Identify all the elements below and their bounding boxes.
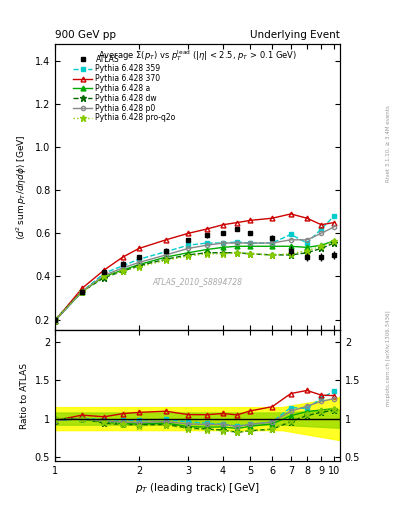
Text: Average $\Sigma(p_T)$ vs $p_T^{\rm lead}$ ($|\eta|$ < 2.5, $p_T$ > 0.1 GeV): Average $\Sigma(p_T)$ vs $p_T^{\rm lead}…: [98, 48, 297, 63]
Y-axis label: Ratio to ATLAS: Ratio to ATLAS: [20, 362, 29, 429]
Text: Underlying Event: Underlying Event: [250, 30, 340, 40]
Legend: ATLAS, Pythia 6.428 359, Pythia 6.428 370, Pythia 6.428 a, Pythia 6.428 dw, Pyth: ATLAS, Pythia 6.428 359, Pythia 6.428 37…: [70, 52, 179, 125]
Text: Rivet 3.1.10, ≥ 3.4M events: Rivet 3.1.10, ≥ 3.4M events: [386, 105, 391, 182]
X-axis label: $p_T$ (leading track) [GeV]: $p_T$ (leading track) [GeV]: [135, 481, 260, 495]
Text: 900 GeV pp: 900 GeV pp: [55, 30, 116, 40]
Y-axis label: $\langle d^2\,\mathrm{sum}\,p_T/d\eta d\phi\rangle$ [GeV]: $\langle d^2\,\mathrm{sum}\,p_T/d\eta d\…: [15, 134, 29, 240]
Text: ATLAS_2010_S8894728: ATLAS_2010_S8894728: [152, 277, 242, 286]
Text: mcplots.cern.ch [arXiv:1306.3436]: mcplots.cern.ch [arXiv:1306.3436]: [386, 311, 391, 406]
